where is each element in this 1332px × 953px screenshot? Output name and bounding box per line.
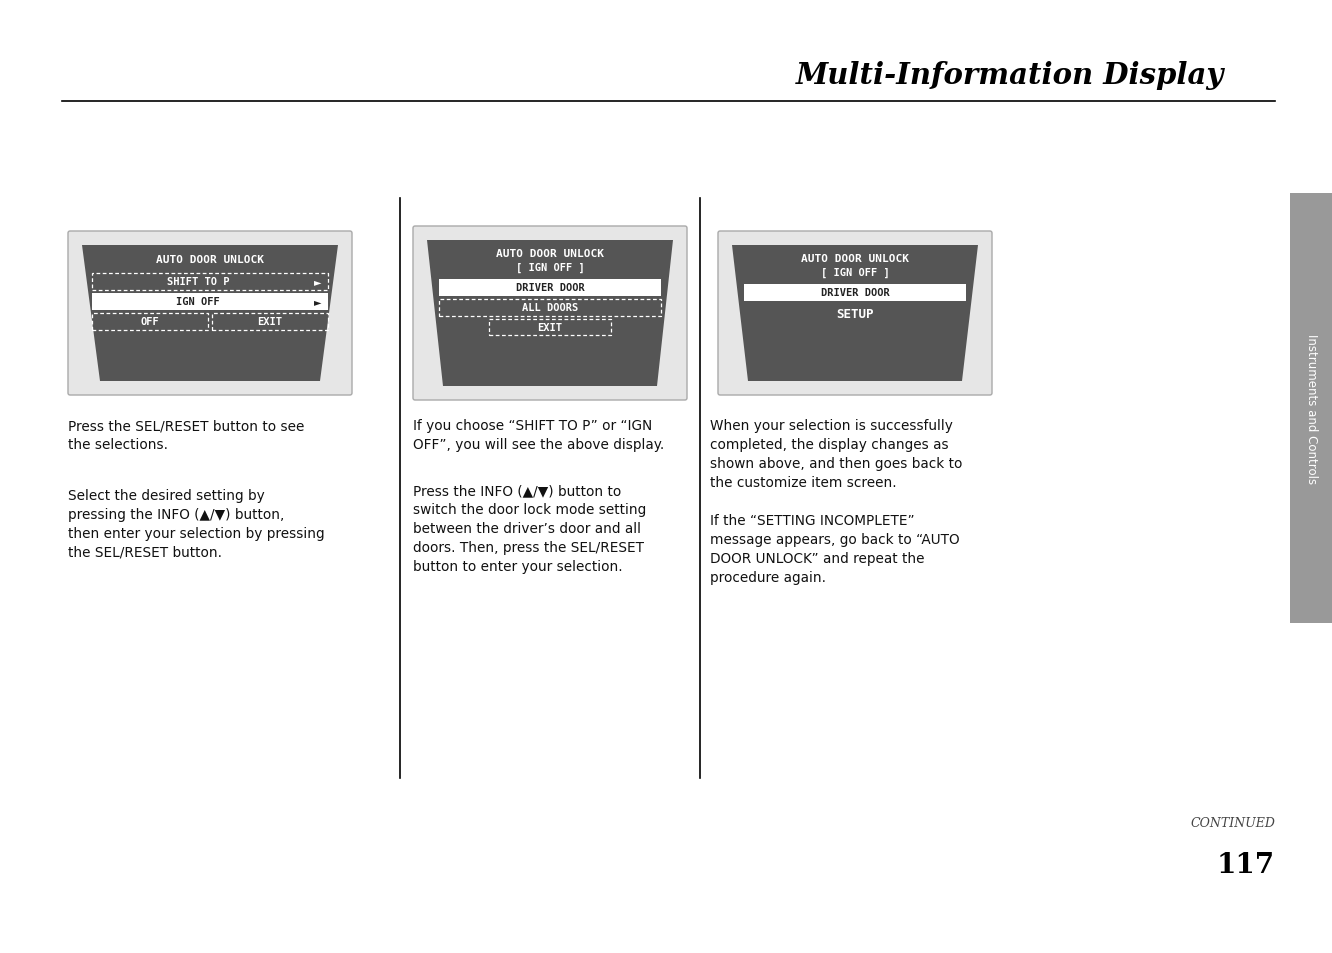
Text: [ IGN OFF ]: [ IGN OFF ] bbox=[515, 263, 585, 273]
Text: AUTO DOOR UNLOCK: AUTO DOOR UNLOCK bbox=[801, 253, 908, 264]
Polygon shape bbox=[733, 246, 978, 381]
Text: ►: ► bbox=[314, 296, 322, 307]
Text: Multi-Information Display: Multi-Information Display bbox=[797, 61, 1224, 91]
Text: OFF: OFF bbox=[141, 316, 160, 327]
Text: IGN OFF: IGN OFF bbox=[176, 296, 220, 307]
FancyBboxPatch shape bbox=[68, 232, 352, 395]
Text: If you choose “SHIFT TO P” or “IGN
OFF”, you will see the above display.: If you choose “SHIFT TO P” or “IGN OFF”,… bbox=[413, 418, 665, 452]
Text: Instruments and Controls: Instruments and Controls bbox=[1304, 334, 1317, 483]
Text: AUTO DOOR UNLOCK: AUTO DOOR UNLOCK bbox=[496, 249, 603, 258]
Text: SETUP: SETUP bbox=[836, 308, 874, 321]
Text: DRIVER DOOR: DRIVER DOOR bbox=[515, 283, 585, 293]
Polygon shape bbox=[428, 241, 673, 387]
FancyBboxPatch shape bbox=[718, 232, 992, 395]
Bar bbox=[745, 284, 966, 301]
Text: Select the desired setting by
pressing the INFO (▲/▼) button,
then enter your se: Select the desired setting by pressing t… bbox=[68, 489, 325, 559]
Text: ►: ► bbox=[314, 276, 322, 287]
Bar bbox=[92, 274, 328, 291]
Text: Press the INFO (▲/▼) button to
switch the door lock mode setting
between the dri: Press the INFO (▲/▼) button to switch th… bbox=[413, 483, 646, 573]
Text: SHIFT TO P: SHIFT TO P bbox=[166, 276, 229, 287]
Text: CONTINUED: CONTINUED bbox=[1189, 817, 1275, 830]
Text: ALL DOORS: ALL DOORS bbox=[522, 303, 578, 313]
Text: DRIVER DOOR: DRIVER DOOR bbox=[821, 288, 890, 297]
Text: When your selection is successfully
completed, the display changes as
shown abov: When your selection is successfully comp… bbox=[710, 418, 963, 489]
Bar bbox=[1289, 193, 1332, 623]
Polygon shape bbox=[83, 246, 338, 381]
Text: 117: 117 bbox=[1217, 852, 1275, 879]
Text: Press the SEL/RESET button to see
the selections.: Press the SEL/RESET button to see the se… bbox=[68, 418, 305, 452]
FancyBboxPatch shape bbox=[413, 227, 687, 400]
Bar bbox=[440, 299, 661, 316]
Text: AUTO DOOR UNLOCK: AUTO DOOR UNLOCK bbox=[156, 254, 264, 265]
Bar bbox=[440, 279, 661, 296]
Bar bbox=[212, 314, 328, 330]
Bar bbox=[92, 314, 208, 330]
Text: If the “SETTING INCOMPLETE”
message appears, go back to “AUTO
DOOR UNLOCK” and r: If the “SETTING INCOMPLETE” message appe… bbox=[710, 514, 959, 584]
Text: EXIT: EXIT bbox=[538, 323, 562, 333]
Bar bbox=[92, 294, 328, 310]
Bar bbox=[489, 319, 611, 335]
Text: EXIT: EXIT bbox=[257, 316, 282, 327]
Text: [ IGN OFF ]: [ IGN OFF ] bbox=[821, 268, 890, 278]
